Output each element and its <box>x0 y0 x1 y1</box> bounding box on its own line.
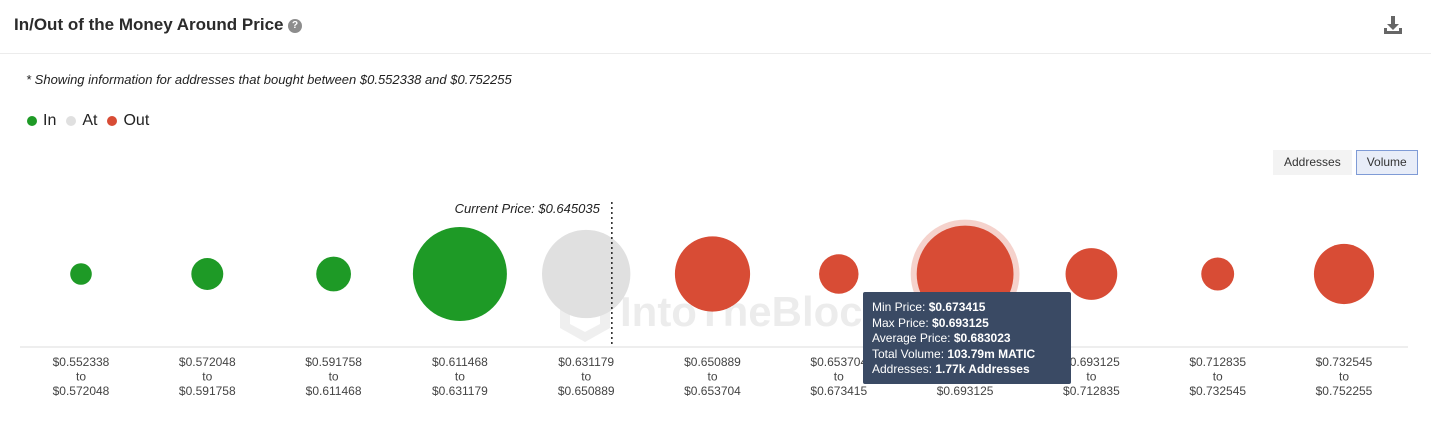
tooltip-max-value: $0.693125 <box>932 315 989 330</box>
tooltip-volume-label: Total Volume: <box>872 346 945 361</box>
x-tick-label-4-0: $0.631179 <box>558 355 614 369</box>
metric-toggle: Addresses Volume <box>1273 150 1418 175</box>
x-tick-label-9-2: $0.732545 <box>1189 384 1246 398</box>
tooltip-avg-row: Average Price: $0.683023 <box>872 331 1062 347</box>
legend-label-in: In <box>43 112 57 129</box>
download-icon[interactable] <box>1382 14 1404 36</box>
x-tick-label-7-2: $0.693125 <box>937 384 994 398</box>
bubble-4[interactable] <box>542 229 631 319</box>
x-tick-label-0-0: $0.552338 <box>53 355 110 369</box>
tooltip-addresses-value: 1.77k Addresses <box>935 362 1030 376</box>
x-tick-label-1-1: to <box>202 370 212 384</box>
x-tick-label-6-2: $0.673415 <box>810 384 867 398</box>
legend-dot-in <box>27 116 37 126</box>
tooltip-max-label: Max Price: <box>872 315 929 330</box>
x-tick-label-1-0: $0.572048 <box>179 355 236 369</box>
x-tick-label-0-1: to <box>76 370 86 384</box>
bubble-6[interactable] <box>819 254 859 294</box>
bubble-5[interactable] <box>674 236 751 312</box>
bubble-1[interactable] <box>191 258 224 290</box>
legend-label-at: At <box>82 112 98 129</box>
x-tick-label-10-2: $0.752255 <box>1316 384 1373 398</box>
page-title: In/Out of the Money Around Price <box>14 15 284 34</box>
x-tick-labels: $0.552338to$0.572048$0.572048to$0.591758… <box>53 355 1373 398</box>
x-tick-label-5-0: $0.650889 <box>684 355 741 369</box>
tooltip-addresses-label: Addresses: <box>872 362 933 376</box>
tooltip-min-value: $0.673415 <box>928 300 986 314</box>
tooltip-min-row: Min Price: $0.673415 <box>872 300 1062 316</box>
legend-item-at[interactable]: At <box>66 112 97 130</box>
legend-label-out: Out <box>123 112 150 129</box>
x-tick-label-9-1: to <box>1213 370 1223 384</box>
chart-header: In/Out of the Money Around Price ? <box>0 0 1431 54</box>
x-tick-label-0-2: $0.572048 <box>53 384 110 398</box>
x-tick-label-10-1: to <box>1339 370 1349 384</box>
watermark-text: IntoTheBlock <box>620 288 887 335</box>
tooltip-addresses-row: Addresses: 1.77k Addresses <box>872 362 1062 378</box>
x-tick-label-1-2: $0.591758 <box>179 384 236 398</box>
range-note: * Showing information for addresses that… <box>26 72 512 87</box>
current-price-label: Current Price: $0.645035 <box>455 201 601 216</box>
bubble-3[interactable] <box>412 227 507 321</box>
bubble-0[interactable] <box>70 263 92 285</box>
x-tick-label-5-2: $0.653704 <box>684 384 741 398</box>
x-tick-label-4-1: to <box>581 370 591 384</box>
legend-item-out[interactable]: Out <box>107 112 149 130</box>
tooltip-min-label: Min Price: <box>872 300 926 314</box>
x-tick-label-9-0: $0.712835 <box>1189 355 1246 369</box>
volume-toggle-button[interactable]: Volume <box>1355 150 1418 175</box>
bubble-chart: IntoTheBlock Current Price: $0.645035 $0… <box>20 201 1408 398</box>
addresses-toggle-button[interactable]: Addresses <box>1273 150 1352 175</box>
bubble-8[interactable] <box>1065 248 1118 300</box>
x-tick-label-6-0: $0.653704 <box>810 355 867 369</box>
help-icon[interactable]: ? <box>288 19 302 33</box>
legend-dot-out <box>107 116 118 126</box>
bucket-tooltip: Min Price: $0.673415 Max Price: $0.69312… <box>863 292 1071 384</box>
x-tick-label-5-1: to <box>707 370 717 384</box>
x-tick-label-8-1: to <box>1086 370 1096 384</box>
x-tick-label-3-2: $0.631179 <box>432 384 488 398</box>
x-tick-label-3-1: to <box>455 370 465 384</box>
legend: In At Out <box>27 112 159 130</box>
x-tick-label-3-0: $0.611468 <box>432 355 488 369</box>
legend-item-in[interactable]: In <box>27 112 56 130</box>
tooltip-max-row: Max Price: $0.693125 <box>872 316 1062 332</box>
legend-dot-at <box>66 116 77 126</box>
x-tick-label-8-0: $0.693125 <box>1063 355 1120 369</box>
x-tick-label-6-1: to <box>834 370 844 384</box>
tooltip-avg-label: Average Price: <box>872 331 951 345</box>
x-tick-label-8-2: $0.712835 <box>1063 384 1120 398</box>
x-tick-label-2-1: to <box>329 370 339 384</box>
bubble-10[interactable] <box>1313 243 1375 305</box>
x-tick-label-4-2: $0.650889 <box>558 384 615 398</box>
x-tick-label-2-0: $0.591758 <box>305 355 362 369</box>
bubble-9[interactable] <box>1201 257 1235 291</box>
tooltip-avg-value: $0.683023 <box>953 331 1011 345</box>
x-tick-label-2-2: $0.611468 <box>306 384 362 398</box>
x-tick-label-10-0: $0.732545 <box>1316 355 1373 369</box>
tooltip-volume-value: 103.79m MATIC <box>947 346 1036 361</box>
tooltip-volume-row: Total Volume: 103.79m MATIC <box>872 347 1062 363</box>
bubble-2[interactable] <box>316 256 351 292</box>
